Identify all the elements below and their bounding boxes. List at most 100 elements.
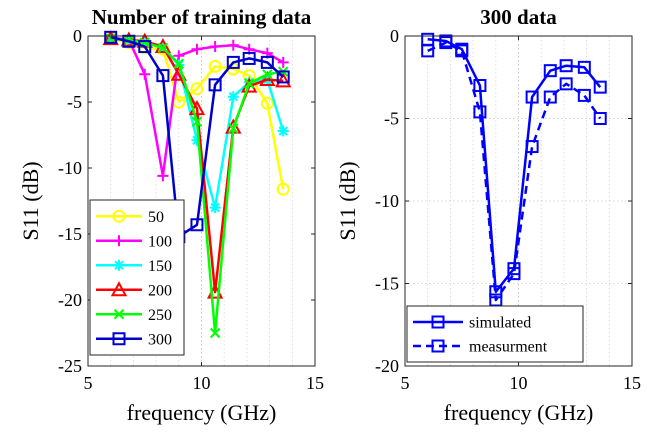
axis-ticks: 5 10 150-5-10-15-20-25	[58, 26, 324, 393]
data-point-simulated	[525, 90, 539, 104]
data-point-250	[209, 327, 221, 339]
data-point-300	[260, 55, 274, 69]
legend-box	[406, 305, 584, 363]
data-point-250	[243, 78, 255, 89]
legend: 50 100 150 200 250 300	[89, 199, 185, 356]
y-axis-label: S11 (dB)	[335, 161, 360, 240]
data-point-measurment	[543, 90, 557, 104]
data-point-measurment	[525, 140, 539, 154]
data-point-300	[156, 69, 170, 83]
y-tick-label: -20	[375, 356, 399, 376]
data-point-measurment	[559, 77, 573, 91]
data-point-200	[259, 70, 276, 87]
chart-panel-training-data: 5 10 150-5-10-15-20-25 Number of training …	[18, 5, 324, 425]
y-tick-label: -5	[67, 92, 82, 112]
data-point-250	[191, 116, 203, 128]
data-point-50	[208, 59, 222, 73]
legend-marker-150	[113, 259, 125, 271]
x-tick-label: 5	[84, 373, 93, 393]
x-tick-label: 10	[193, 373, 211, 393]
y-tick-label: -25	[58, 356, 82, 376]
x-tick-label: 15	[623, 373, 641, 393]
data-point-measurment	[439, 36, 453, 50]
data-point-measurment	[421, 44, 435, 58]
data-point-300	[190, 218, 204, 232]
data-point-300	[138, 40, 152, 54]
data-point-100	[191, 43, 203, 55]
data-point-300	[242, 51, 256, 65]
legend-label-simulated: simulated	[469, 315, 531, 332]
y-tick-label: -20	[58, 290, 82, 310]
y-tick-label: -10	[58, 158, 82, 178]
y-tick-label: 0	[390, 26, 399, 46]
data-point-100	[277, 56, 289, 68]
legend-label-200: 200	[148, 282, 172, 299]
data-point-100	[139, 68, 151, 80]
series-measurment	[421, 36, 607, 307]
legend-label-250: 250	[148, 307, 172, 324]
data-point-150	[209, 202, 221, 214]
data-point-300	[104, 30, 118, 44]
data-point-250	[173, 58, 185, 69]
chart-panel-300-data: 5 10 15 0 -5 -10 -15 -20 300 data frequency (GH…	[335, 5, 641, 425]
data-point-200	[275, 72, 292, 88]
x-axis-label: frequency (GHz)	[444, 400, 594, 425]
data-point-100	[173, 50, 185, 62]
grid-lines	[405, 36, 632, 366]
x-tick-label: 15	[306, 373, 324, 393]
legend-marker-50	[112, 209, 126, 223]
legend: simulated measurment	[406, 305, 584, 363]
data-point-100	[227, 39, 239, 51]
y-tick-label: -10	[375, 191, 399, 211]
data-point-100	[157, 170, 169, 182]
data-point-simulated	[559, 59, 573, 73]
data-point-100	[209, 41, 221, 53]
axis-ticks: 5 10 15 0 -5 -10 -15 -20	[375, 26, 641, 393]
y-axis-label: S11 (dB)	[18, 161, 43, 240]
chart-title: Number of training data	[92, 5, 312, 29]
data-point-simulated	[577, 60, 591, 74]
data-point-150	[227, 91, 239, 103]
data-point-150	[277, 125, 289, 137]
legend-marker-measurment	[431, 339, 445, 353]
data-point-300	[226, 55, 240, 69]
data-point-250	[228, 123, 239, 134]
data-point-measurment	[593, 112, 607, 125]
series-lines	[421, 32, 607, 307]
y-tick-label: 0	[73, 26, 82, 46]
data-point-300	[208, 78, 222, 92]
x-axis-label: frequency (GHz)	[127, 400, 277, 425]
legend-marker-100	[113, 235, 125, 247]
x-tick-label: 5	[401, 373, 410, 393]
legend-label-150: 150	[148, 258, 172, 275]
data-point-simulated	[593, 80, 607, 94]
legend-marker-300	[112, 332, 126, 346]
chart-title: 300 data	[480, 5, 557, 29]
y-tick-label: -15	[58, 224, 82, 244]
data-point-50	[190, 82, 204, 96]
data-point-300	[276, 70, 290, 84]
data-point-50	[276, 182, 290, 196]
legend-label-measurment: measurment	[469, 339, 548, 356]
data-point-50	[260, 96, 274, 110]
data-point-measurment	[455, 44, 469, 58]
data-point-250	[262, 69, 273, 80]
legend-box	[89, 199, 185, 356]
series-lines	[102, 30, 292, 339]
data-point-measurment	[507, 267, 521, 281]
data-point-measurment	[577, 88, 591, 102]
y-tick-label: -5	[384, 109, 399, 129]
data-point-measurment	[473, 105, 487, 119]
legend-marker-200	[110, 281, 128, 297]
x-tick-label: 10	[510, 373, 528, 393]
legend-label-50: 50	[148, 209, 164, 226]
data-point-150	[191, 134, 203, 146]
y-tick-label: -15	[375, 274, 399, 294]
legend-marker-simulated	[431, 315, 445, 329]
data-point-250	[157, 42, 169, 54]
data-point-simulated	[543, 64, 557, 78]
legend-label-100: 100	[148, 233, 172, 250]
legend-marker-250	[113, 309, 125, 320]
legend-label-300: 300	[148, 331, 172, 348]
